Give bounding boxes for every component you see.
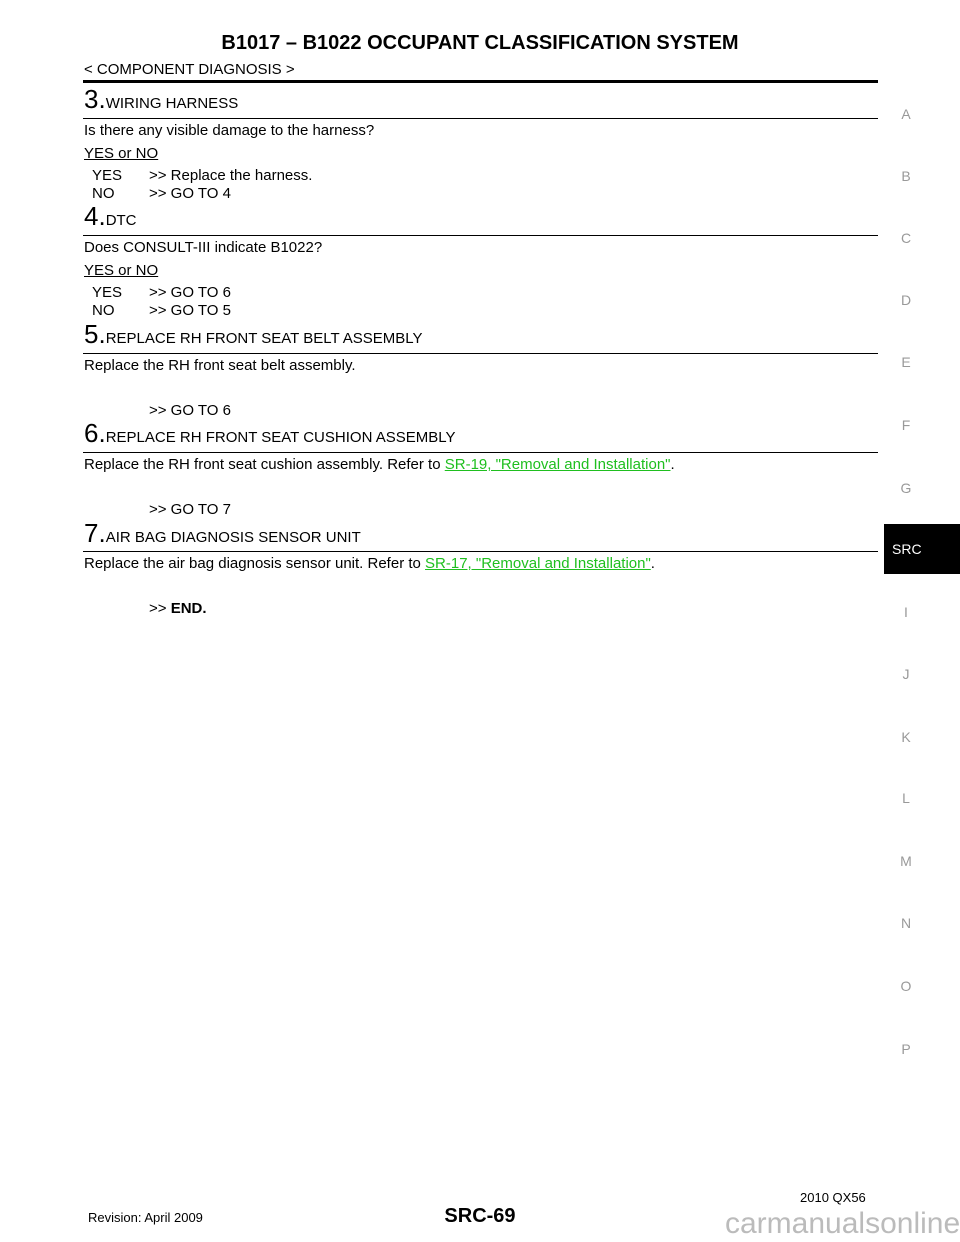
step-title: WIRING HARNESS (105, 95, 239, 112)
model: 2010 QX56 (800, 1190, 866, 1205)
step-6-text: Replace the RH front seat cushion assemb… (84, 456, 675, 473)
step-5-heading: 5.REPLACE RH FRONT SEAT BELT ASSEMBLY (84, 319, 422, 350)
no-action: >> GO TO 5 (149, 302, 231, 319)
sr-19-link[interactable]: SR-19, "Removal and Installation" (444, 456, 671, 473)
side-tab-i[interactable]: I (904, 604, 908, 620)
no-label: NO (92, 185, 115, 202)
step-rule (83, 118, 878, 119)
step-title: REPLACE RH FRONT SEAT BELT ASSEMBLY (105, 330, 423, 347)
page-title: B1017 – B1022 OCCUPANT CLASSIFICATION SY… (221, 32, 739, 54)
no-action: >> GO TO 4 (149, 185, 231, 202)
yes-label: YES (92, 167, 123, 184)
section-label: < COMPONENT DIAGNOSIS > (84, 61, 295, 78)
side-tab-e[interactable]: E (901, 354, 911, 370)
text: Replace the RH front seat cushion assemb… (84, 456, 445, 473)
step-7-action: >> END. (149, 600, 207, 617)
step-3-question: Is there any visible damage to the harne… (84, 122, 375, 139)
sr-17-link[interactable]: SR-17, "Removal and Installation" (425, 555, 651, 572)
step-4-question: Does CONSULT-III indicate B1022? (84, 239, 323, 256)
step-3-heading: 3.WIRING HARNESS (84, 84, 238, 115)
step-rule (83, 551, 878, 552)
text: Replace the air bag diagnosis sensor uni… (84, 555, 426, 572)
side-tab-src[interactable]: SRC (884, 524, 960, 574)
no-label: NO (92, 302, 115, 319)
yes-no-label: YES or NO (84, 262, 159, 279)
step-title: REPLACE RH FRONT SEAT CUSHION ASSEMBLY (105, 429, 456, 446)
side-tab-k[interactable]: K (901, 729, 911, 745)
step-number: 6. (84, 418, 106, 448)
yes-action: >> Replace the harness. (149, 167, 313, 184)
step-number: 4. (84, 201, 106, 231)
period: . (650, 555, 655, 572)
step-7-heading: 7.AIR BAG DIAGNOSIS SENSOR UNIT (84, 518, 361, 549)
side-tab-b[interactable]: B (901, 168, 911, 184)
step-rule (83, 353, 878, 354)
step-4-heading: 4.DTC (84, 201, 137, 232)
side-tab-c[interactable]: C (900, 230, 912, 246)
step-number: 3. (84, 84, 106, 114)
step-6-heading: 6.REPLACE RH FRONT SEAT CUSHION ASSEMBLY (84, 418, 456, 449)
watermark: carmanualsonline.info (725, 1207, 960, 1240)
period: . (670, 456, 675, 473)
step-rule (83, 235, 878, 236)
page-number: SRC-69 (444, 1205, 516, 1227)
yes-label: YES (92, 284, 123, 301)
revision: Revision: April 2009 (88, 1210, 203, 1225)
yes-no-label: YES or NO (84, 145, 159, 162)
side-tab-a[interactable]: A (901, 106, 911, 122)
side-tab-p[interactable]: P (901, 1041, 911, 1057)
yes-action: >> GO TO 6 (149, 284, 231, 301)
step-title: AIR BAG DIAGNOSIS SENSOR UNIT (105, 529, 361, 546)
side-tab-j[interactable]: J (902, 666, 910, 682)
side-tab-m[interactable]: M (900, 853, 912, 869)
arrow: >> (149, 600, 171, 617)
end-label: END. (170, 600, 207, 617)
side-tab-d[interactable]: D (900, 292, 912, 308)
side-tab-o[interactable]: O (900, 978, 912, 994)
side-tab-f[interactable]: F (901, 417, 911, 433)
header-rule (83, 80, 878, 83)
step-title: DTC (105, 212, 137, 229)
step-number: 7. (84, 518, 106, 548)
side-tab-g[interactable]: G (900, 480, 912, 496)
step-number: 5. (84, 319, 106, 349)
step-rule (83, 452, 878, 453)
step-5-text: Replace the RH front seat belt assembly. (84, 357, 356, 374)
step-5-action: >> GO TO 6 (149, 402, 231, 419)
step-7-text: Replace the air bag diagnosis sensor uni… (84, 555, 655, 572)
side-tab-n[interactable]: N (900, 915, 912, 931)
step-6-action: >> GO TO 7 (149, 501, 231, 518)
side-tab-l[interactable]: L (902, 790, 910, 806)
